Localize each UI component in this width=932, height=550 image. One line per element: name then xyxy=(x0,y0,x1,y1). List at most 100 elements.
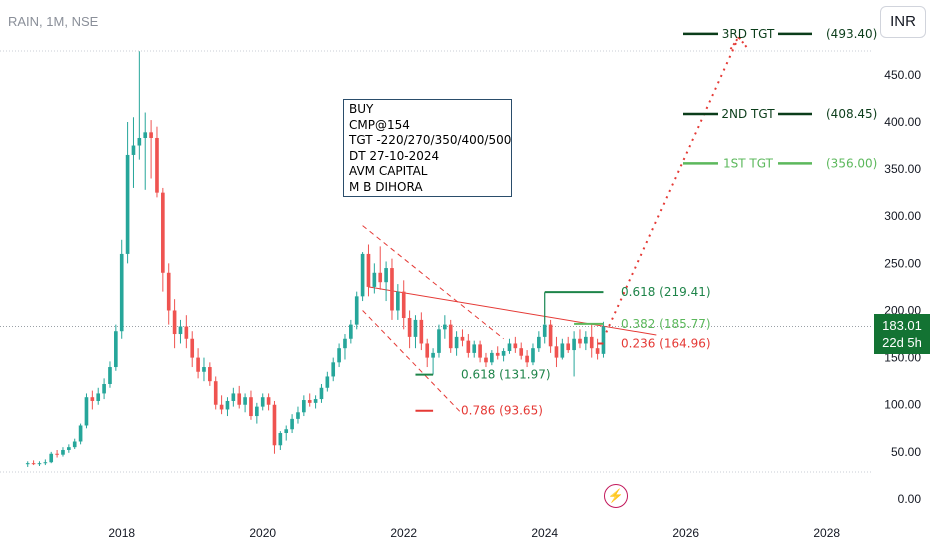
trendlines xyxy=(362,35,748,415)
candle xyxy=(255,406,259,417)
candle xyxy=(396,291,400,311)
candle xyxy=(437,329,441,353)
candle xyxy=(237,393,242,405)
note-line: AVM CAPITAL xyxy=(349,164,428,178)
candle xyxy=(443,324,447,330)
candle xyxy=(149,132,153,138)
candle xyxy=(114,331,118,368)
y-tick-label: 200.00 xyxy=(884,303,921,317)
fib-label: 0.786 (93.65) xyxy=(461,404,543,418)
candle xyxy=(143,132,148,138)
candle xyxy=(378,272,383,283)
candle xyxy=(37,463,42,465)
candle xyxy=(537,336,541,349)
candle xyxy=(25,463,30,465)
candle xyxy=(102,384,106,394)
candle xyxy=(472,344,477,353)
candle xyxy=(354,296,359,325)
candle xyxy=(501,351,506,356)
trendline-channel-upper xyxy=(362,225,504,340)
y-tick-label: 350.00 xyxy=(884,162,921,176)
note-line: M B DIHORA xyxy=(349,179,423,194)
note-line: BUY xyxy=(349,102,374,116)
candle xyxy=(448,324,453,349)
candle xyxy=(542,324,547,337)
target-label: 3RD TGT xyxy=(722,27,775,41)
candle xyxy=(307,400,312,403)
candle xyxy=(290,418,294,430)
candle xyxy=(296,412,300,419)
candle xyxy=(231,393,236,401)
candle xyxy=(61,449,65,455)
candle xyxy=(196,357,200,372)
candle xyxy=(266,397,271,405)
candle xyxy=(272,404,277,446)
candle xyxy=(419,319,424,344)
countdown-label: 22d 5h xyxy=(882,335,922,350)
grid xyxy=(0,50,872,473)
y-tick-label: 300.00 xyxy=(884,209,921,223)
y-tick-label: 250.00 xyxy=(884,256,921,270)
candle xyxy=(67,447,71,450)
y-tick-label: 450.00 xyxy=(884,68,921,82)
candle xyxy=(401,291,406,319)
y-tick-label: 400.00 xyxy=(884,115,921,129)
candle xyxy=(601,326,606,354)
candle xyxy=(507,343,512,352)
y-tick-label: 150.00 xyxy=(884,351,921,365)
candle xyxy=(584,336,588,344)
note-line: CMP@154 xyxy=(349,117,410,132)
candle xyxy=(249,397,253,417)
candle xyxy=(190,338,195,358)
candle xyxy=(366,253,371,287)
target-label: 1ST TGT xyxy=(723,156,774,170)
candle xyxy=(84,397,89,426)
candle xyxy=(390,268,394,311)
candle xyxy=(431,352,435,358)
candle xyxy=(137,137,142,146)
candle xyxy=(243,397,247,405)
candle xyxy=(554,346,559,358)
candle xyxy=(578,338,582,344)
candle xyxy=(49,453,54,463)
x-tick-label: 2022 xyxy=(390,526,417,540)
candle xyxy=(384,268,388,283)
candle xyxy=(119,253,124,332)
candle xyxy=(325,376,330,388)
candle xyxy=(589,336,594,349)
candle xyxy=(572,338,576,351)
lightning-icon[interactable]: ⚡ xyxy=(604,484,628,508)
currency-button[interactable]: INR xyxy=(880,6,926,38)
fib-label: 0.236 (164.96) xyxy=(621,337,711,351)
candle xyxy=(72,441,77,448)
trendline-channel-lower xyxy=(362,310,463,415)
candle xyxy=(172,310,177,335)
candle xyxy=(208,367,212,382)
trade-note: BUY CMP@154 TGT -220/270/350/400/500 DT … xyxy=(343,99,512,197)
candle xyxy=(454,336,459,349)
candle xyxy=(337,348,341,363)
candle xyxy=(43,462,48,464)
candle xyxy=(302,400,306,413)
candle xyxy=(184,326,189,339)
candle xyxy=(96,393,101,401)
candle xyxy=(202,367,206,372)
candle xyxy=(108,367,112,385)
candle xyxy=(166,272,171,311)
candle xyxy=(466,340,471,353)
candle xyxy=(313,399,318,403)
candle xyxy=(548,324,553,347)
note-line: TGT -220/270/350/400/500 xyxy=(349,133,512,147)
candle xyxy=(343,338,347,349)
candle xyxy=(90,397,95,401)
candle xyxy=(213,381,218,405)
fib-label: 0.382 (185.77) xyxy=(621,317,711,331)
candle xyxy=(372,272,377,287)
target-value: (356.00) xyxy=(826,156,877,170)
x-tick-label: 2028 xyxy=(813,526,840,540)
x-tick-label: 2018 xyxy=(108,526,135,540)
candle xyxy=(519,348,524,356)
candle xyxy=(155,137,159,193)
fibonacci-levels: 0.618 (219.41) 0.382 (185.77) 0.236 (164.9… xyxy=(415,285,711,418)
